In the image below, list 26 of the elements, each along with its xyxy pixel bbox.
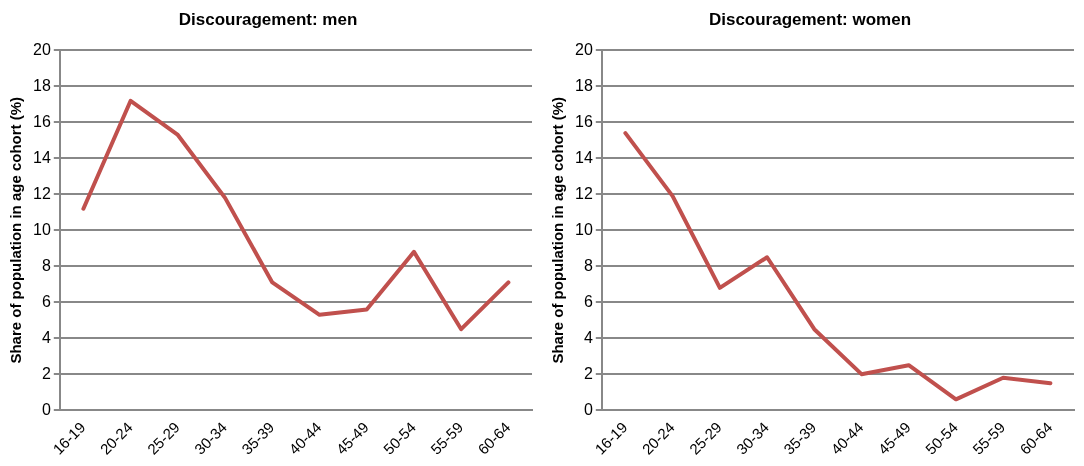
y-tick-label: 6 — [41, 292, 51, 310]
y-tick-label: 20 — [33, 40, 51, 58]
y-tick-label: 14 — [575, 148, 593, 166]
y-tick-label: 12 — [33, 184, 51, 202]
y-tick-label: 0 — [41, 400, 51, 418]
y-tick-label: 20 — [575, 40, 593, 58]
y-tick-label: 4 — [583, 328, 593, 346]
y-tick-label: 6 — [583, 292, 593, 310]
y-tick-label: 14 — [33, 148, 51, 166]
y-tick-label: 2 — [583, 364, 593, 382]
y-axis-title: Share of population in age cohort (%) — [7, 96, 25, 364]
y-tick-label: 18 — [575, 76, 593, 94]
y-tick-label: 16 — [575, 112, 593, 130]
y-tick-label: 8 — [583, 256, 593, 274]
y-tick-label: 2 — [41, 364, 51, 382]
y-tick-label: 10 — [575, 220, 593, 238]
y-tick-label: 8 — [41, 256, 51, 274]
y-tick-label: 16 — [33, 112, 51, 130]
y-tick-label: 0 — [583, 400, 593, 418]
y-tick-label: 10 — [33, 220, 51, 238]
y-axis-title: Share of population in age cohort (%) — [549, 96, 567, 364]
chart-title: Discouragement: men — [178, 9, 358, 29]
chart-title: Discouragement: women — [708, 9, 912, 29]
y-tick-label: 18 — [33, 76, 51, 94]
y-tick-label: 4 — [41, 328, 51, 346]
y-tick-label: 12 — [575, 184, 593, 202]
